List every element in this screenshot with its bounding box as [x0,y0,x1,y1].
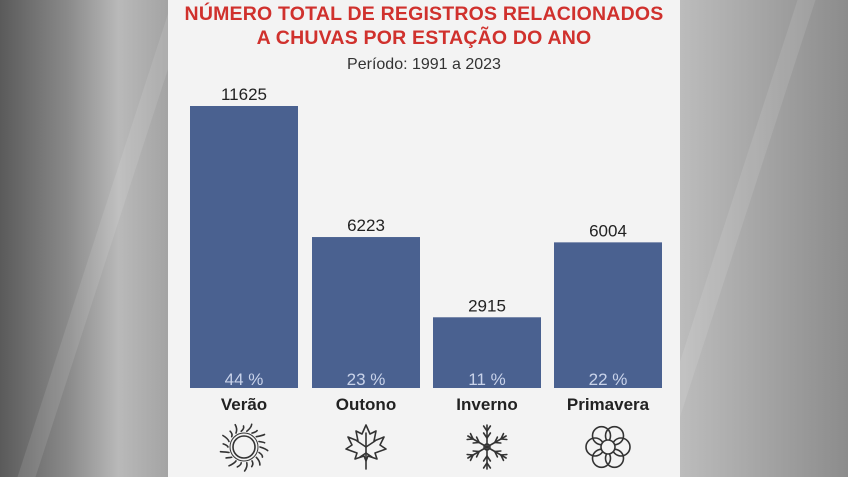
percent-label: 23 % [347,370,386,389]
percent-label: 44 % [225,370,264,389]
category-label: Primavera [567,395,650,414]
flower-icon [585,425,631,469]
percent-label: 22 % [589,370,628,389]
category-label: Verão [221,395,267,414]
bar-3 [554,242,662,388]
value-label: 11625 [221,85,267,104]
background-stripe [17,0,191,477]
bar-2 [433,317,541,388]
value-label: 2915 [468,296,506,315]
category-label: Inverno [456,395,517,414]
value-label: 6223 [347,216,385,235]
bar-1 [312,237,420,388]
chart-title-line-1: NÚMERO TOTAL DE REGISTROS RELACIONADOS [184,3,664,25]
chart-title-line-2: A CHUVAS POR ESTAÇÃO DO ANO [256,27,592,49]
value-label: 6004 [589,221,627,240]
percent-label: 11 % [468,370,506,389]
bar-0 [190,106,298,388]
category-label: Outono [336,395,396,414]
background-right [680,0,848,477]
maple-leaf-icon [345,424,387,470]
bar-chart: 11625 44 % Verão 6223 23 % Outono 2915 11 % Inve… [190,85,662,472]
snowflake-icon [466,424,508,470]
chart-subtitle: Período: 1991 a 2023 [347,56,501,73]
sun-icon [219,423,269,472]
